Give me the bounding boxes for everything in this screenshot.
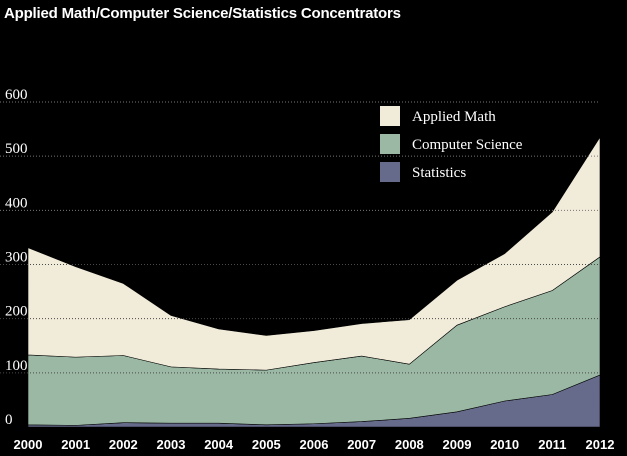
x-tick-label: 2012	[586, 437, 615, 452]
x-tick-label: 2007	[347, 437, 376, 452]
x-tick-label: 2004	[204, 437, 234, 452]
y-tick-label: 400	[5, 195, 28, 211]
legend-label: Applied Math	[412, 109, 496, 125]
x-tick-label: 2008	[395, 437, 424, 452]
area-applied-math	[27, 136, 601, 371]
x-tick-label: 2000	[14, 437, 43, 452]
x-tick-label: 2009	[443, 437, 472, 452]
x-tick-label: 2005	[252, 437, 281, 452]
x-tick-label: 2006	[300, 437, 329, 452]
y-tick-label: 600	[5, 87, 28, 103]
x-tick-label: 2003	[157, 437, 186, 452]
legend: Applied Math Computer Science Statistics	[380, 106, 523, 182]
legend-swatch	[380, 134, 400, 154]
y-tick-label: 300	[5, 250, 28, 266]
x-tick-label: 2010	[490, 437, 519, 452]
y-tick-label: 100	[5, 358, 28, 374]
y-tick-label: 0	[5, 412, 13, 428]
grid-lines	[0, 101, 600, 374]
y-tick-label: 500	[5, 141, 28, 157]
x-tick-label: 2002	[109, 437, 138, 452]
y-tick-label: 200	[5, 304, 28, 320]
legend-swatch	[380, 106, 400, 126]
y-axis-ticks: 0 100 200 300 400 500 600	[5, 87, 28, 428]
legend-label: Computer Science	[412, 137, 523, 153]
legend-label: Statistics	[412, 165, 466, 181]
legend-swatch	[380, 162, 400, 182]
x-tick-label: 2011	[538, 437, 566, 452]
chart-title: Applied Math/Computer Science/Statistics…	[4, 5, 401, 22]
x-tick-label: 2001	[61, 437, 90, 452]
area-layers	[27, 136, 601, 428]
x-axis-ticks: 2000 2001 2002 2003 2004 2005 2006 2007 2008 2009…	[14, 437, 615, 452]
